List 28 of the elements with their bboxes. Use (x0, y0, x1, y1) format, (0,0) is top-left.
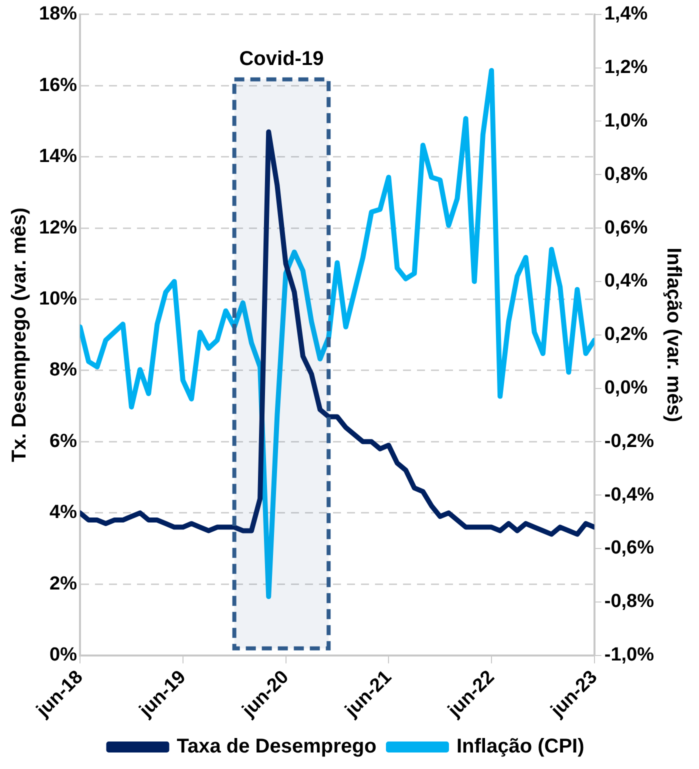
band-label: Covid-19 (239, 48, 324, 70)
y2-tick-label: 0,2% (604, 324, 648, 346)
y-tick-label: 10% (38, 288, 78, 310)
y2-tick-label: 0,0% (604, 378, 648, 398)
y-tick-label: 0% (50, 644, 78, 666)
y2-tick-label: -0,8% (604, 591, 654, 612)
y2-tick-label: 1,2% (604, 57, 648, 78)
y-tick-label: 4% (50, 502, 78, 524)
y2-tick-label: -0,6% (604, 538, 654, 559)
y-axis-title: Tx. Desemprego (var. mês) (8, 208, 31, 462)
y2-tick-label: 1,4% (604, 4, 648, 25)
y2-tick-label: -0,4% (604, 484, 654, 506)
y2-tick-label: 1,0% (604, 110, 648, 132)
y-tick-label: 12% (38, 217, 78, 238)
y-tick-label: 2% (50, 573, 78, 594)
y-tick-label: 16% (38, 74, 78, 96)
legend-label: Inflação (CPI) (456, 736, 584, 758)
y-tick-label: 8% (50, 360, 78, 381)
y-tick-label: 18% (38, 4, 78, 25)
y2-tick-label: -1,0% (604, 644, 654, 666)
y2-axis-title: Inflação (var. mês) (662, 248, 684, 422)
y2-tick-label: 0,6% (604, 217, 648, 238)
legend-label: Taxa de Desemprego (176, 736, 376, 758)
y2-tick-label: 0,4% (604, 270, 648, 292)
y-tick-label: 14% (38, 146, 78, 168)
y2-tick-label: -0,2% (604, 430, 654, 452)
y2-tick-label: 0,8% (604, 164, 648, 185)
y-tick-label: 6% (50, 430, 78, 452)
